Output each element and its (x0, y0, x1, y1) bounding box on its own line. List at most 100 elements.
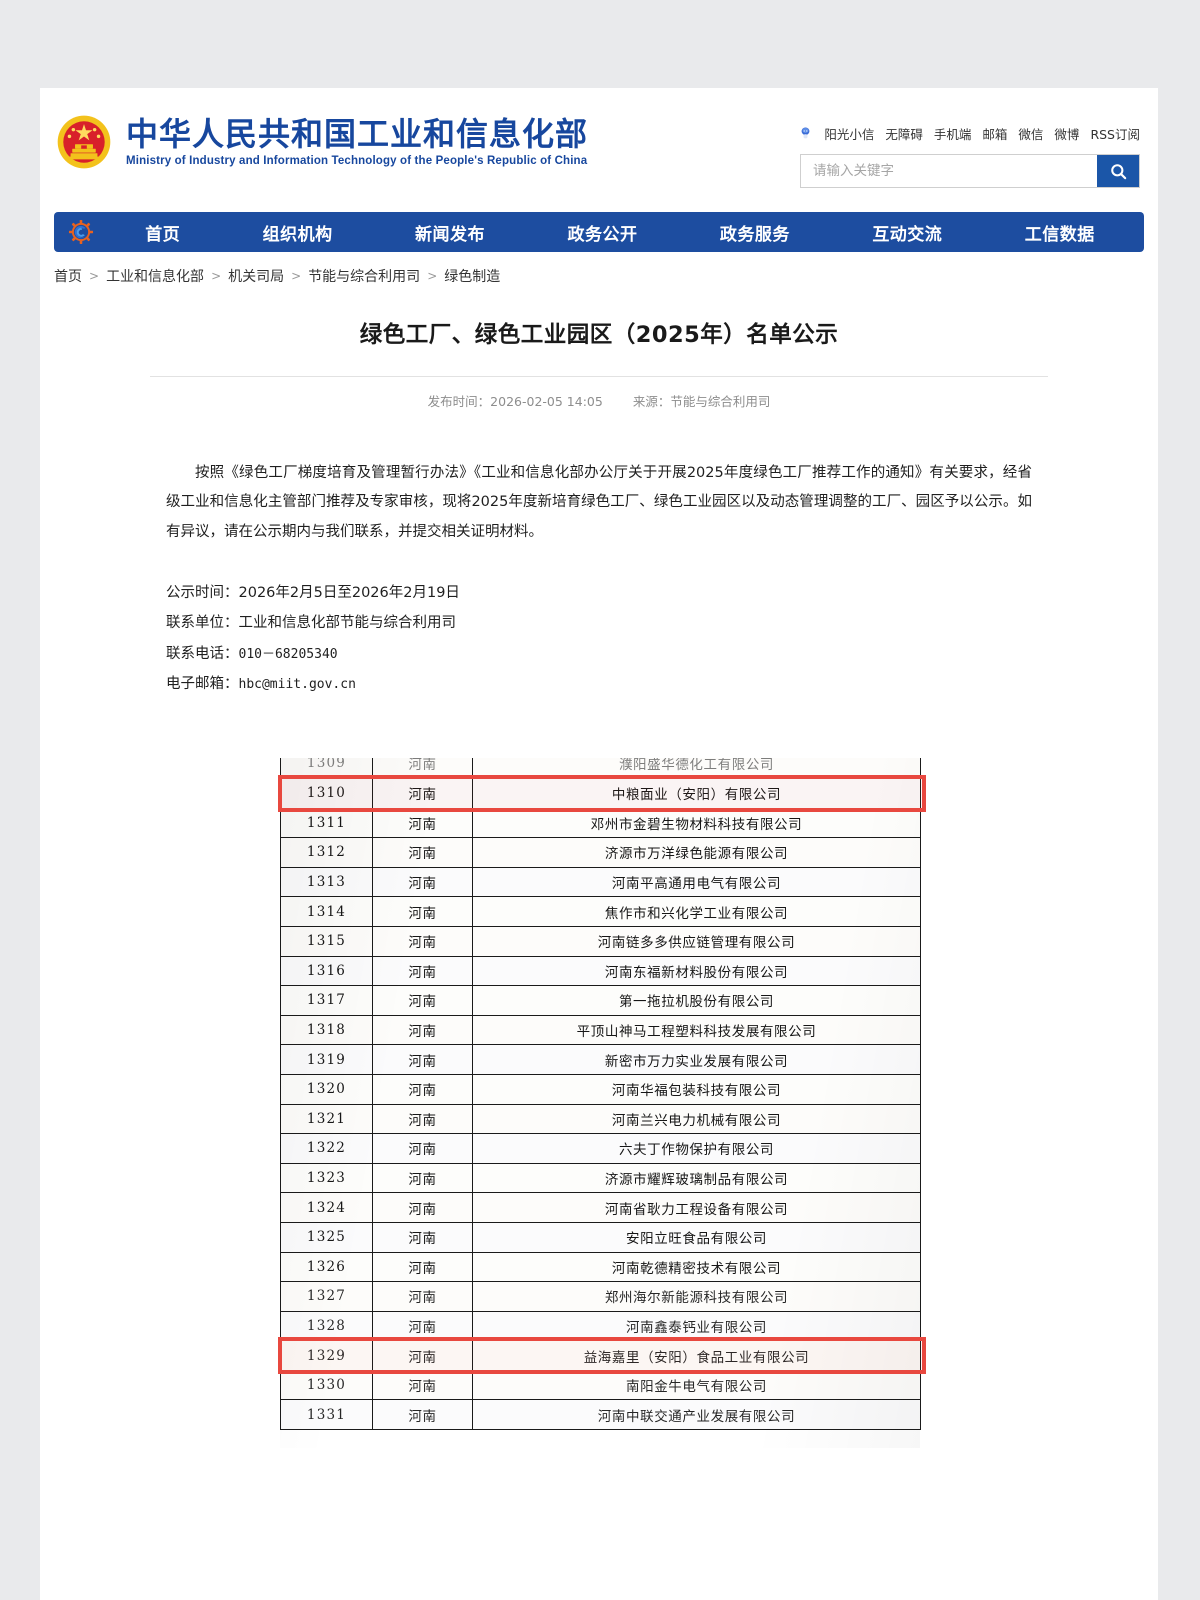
row-company-name: 河南鑫泰钙业有限公司 (472, 1310, 921, 1342)
row-company-name: 河南兰兴电力机械有限公司 (472, 1103, 921, 1135)
nav-item-home[interactable]: 首页 (145, 224, 181, 245)
row-province: 河南 (372, 955, 473, 987)
nav-item-data[interactable]: 工信数据 (1024, 224, 1095, 245)
row-province: 河南 (372, 758, 473, 779)
nav-item-news[interactable]: 新闻发布 (415, 224, 486, 245)
contact-unit-line: 联系单位：工业和信息化部节能与综合利用司 (166, 615, 456, 632)
breadcrumb-item-home[interactable]: 首页 (54, 269, 82, 285)
row-province: 河南 (372, 1340, 473, 1371)
row-province: 河南 (372, 1369, 473, 1401)
publish-time: 发布时间：2026-02-05 14:05 (427, 393, 603, 409)
green-factory-list-table: 1309 河南 濮阳盛华德化工有限公司 1310 河南 中粮面业（安阳）有限公司 1311 河… (280, 758, 921, 1431)
row-company-name: 郑州海尔新能源科技有限公司 (472, 1281, 921, 1312)
row-company-name: 焦作市和兴化学工业有限公司 (472, 896, 921, 927)
row-id: 1320 (280, 1073, 373, 1105)
breadcrumb-separator: > (211, 269, 222, 283)
site-header: 中华人民共和国工业和信息化部 Ministry of Industry and … (40, 88, 1158, 206)
row-province: 河南 (372, 896, 473, 927)
toplink-wechat[interactable]: 微信 (1018, 127, 1044, 142)
article-source: 来源：节能与综合利用司 (632, 393, 771, 409)
table-row: 1318 河南 平顶山神马工程塑料科技发展有限公司 (280, 1014, 921, 1046)
row-company-name: 济源市万洋绿色能源有限公司 (472, 837, 921, 868)
table-row: 1331 河南 河南中联交通产业发展有限公司 (280, 1399, 921, 1431)
row-province: 河南 (372, 1044, 473, 1075)
table-row: 1328 河南 河南鑫泰钙业有限公司 (280, 1310, 921, 1342)
table-row: 1324 河南 河南省耿力工程设备有限公司 (280, 1192, 921, 1223)
nav-item-services[interactable]: 政务服务 (719, 224, 790, 245)
table-row: 1316 河南 河南东福新材料股份有限公司 (280, 955, 921, 987)
table-row: 1326 河南 河南乾德精密技术有限公司 (280, 1251, 921, 1283)
row-company-name: 河南省耿力工程设备有限公司 (472, 1192, 921, 1223)
breadcrumb-item-dept[interactable]: 节能与综合利用司 (308, 269, 421, 285)
row-province: 河南 (372, 807, 473, 839)
site-brand[interactable]: 中华人民共和国工业和信息化部 Ministry of Industry and … (56, 114, 588, 170)
row-company-name: 益海嘉里（安阳）食品工业有限公司 (472, 1340, 921, 1371)
row-province: 河南 (372, 925, 473, 957)
table-row: 1320 河南 河南华福包装科技有限公司 (280, 1073, 921, 1105)
toplink-email[interactable]: 邮箱 (982, 127, 1008, 142)
table-row: 1309 河南 濮阳盛华德化工有限公司 (280, 758, 921, 779)
row-province: 河南 (372, 1073, 473, 1105)
table-row: 1325 河南 安阳立旺食品有限公司 (280, 1221, 921, 1253)
toplink-rss[interactable]: RSS订阅 (1090, 127, 1140, 142)
row-company-name: 六夫丁作物保护有限公司 (472, 1133, 921, 1164)
row-company-name: 第一拖拉机股份有限公司 (472, 985, 921, 1016)
miit-gear-logo-icon (68, 219, 94, 245)
breadcrumb-separator: > (427, 269, 438, 283)
table-row: 1322 河南 六夫丁作物保护有限公司 (280, 1133, 921, 1164)
toplink-sunshine[interactable]: 阳光小信 (824, 127, 875, 142)
row-province: 河南 (372, 985, 473, 1016)
toplink-weibo[interactable]: 微博 (1054, 127, 1080, 142)
breadcrumb-item-current[interactable]: 绿色制造 (444, 269, 501, 285)
article-meta: 发布时间：2026-02-05 14:05 来源：节能与综合利用司 (428, 391, 771, 410)
breadcrumb-separator: > (291, 269, 302, 283)
row-id: 1309 (280, 758, 373, 779)
search-button[interactable] (1097, 155, 1139, 187)
article: 绿色工厂、绿色工业园区（2025年）名单公示 发布时间：2026-02-05 1… (54, 286, 1144, 699)
row-province: 河南 (372, 866, 473, 898)
row-id: 1327 (280, 1281, 373, 1312)
toplink-mobile[interactable]: 手机端 (933, 127, 972, 142)
row-id: 1329 (280, 1340, 373, 1371)
brand-title-cn: 中华人民共和国工业和信息化部 (126, 115, 589, 154)
table-row: 1330 河南 南阳金牛电气有限公司 (280, 1369, 921, 1401)
row-company-name: 濮阳盛华德化工有限公司 (472, 758, 921, 779)
breadcrumb-item-ministry[interactable]: 工业和信息化部 (106, 269, 205, 285)
row-province: 河南 (372, 1399, 473, 1431)
row-province: 河南 (372, 1103, 473, 1135)
table-row: 1329 河南 益海嘉里（安阳）食品工业有限公司 (280, 1340, 921, 1371)
article-paragraph: 按照《绿色工厂梯度培育及管理暂行办法》《工业和信息化部办公厅关于开展2025年度… (166, 464, 1032, 540)
row-id: 1326 (280, 1251, 373, 1283)
table-row: 1321 河南 河南兰兴电力机械有限公司 (280, 1103, 921, 1135)
page-title: 绿色工厂、绿色工业园区（2025年）名单公示 (359, 322, 839, 348)
row-province: 河南 (372, 1251, 473, 1283)
nav-item-affairs-open[interactable]: 政务公开 (567, 224, 638, 245)
table-row: 1317 河南 第一拖拉机股份有限公司 (280, 985, 921, 1016)
breadcrumb-item-bureaus[interactable]: 机关司局 (228, 269, 285, 285)
row-id: 1331 (280, 1399, 373, 1431)
nav-items: 首页 组织机构 新闻发布 政务公开 政务服务 互动交流 工信数据 (104, 220, 1144, 245)
article-body: 按照《绿色工厂梯度培育及管理暂行办法》《工业和信息化部办公厅关于开展2025年度… (166, 459, 1032, 548)
brand-text: 中华人民共和国工业和信息化部 Ministry of Industry and … (126, 115, 589, 167)
breadcrumb-separator: > (89, 269, 100, 283)
nav-item-interaction[interactable]: 互动交流 (872, 224, 943, 245)
row-company-name: 河南平高通用电气有限公司 (472, 866, 921, 898)
row-province: 河南 (372, 1192, 473, 1223)
row-id: 1318 (280, 1014, 373, 1046)
nav-item-organization[interactable]: 组织机构 (262, 224, 333, 245)
contact-block: 公示时间：2026年2月5日至2026年2月19日 联系单位：工业和信息化部节能… (166, 578, 1032, 700)
row-company-name: 中粮面业（安阳）有限公司 (472, 778, 921, 809)
row-id: 1316 (280, 955, 373, 987)
national-emblem-icon (57, 115, 111, 169)
breadcrumb: 首页 > 工业和信息化部 > 机关司局 > 节能与综合利用司 > 绿色制造 (54, 266, 1144, 286)
row-id: 1310 (280, 778, 373, 809)
toplink-accessibility[interactable]: 无障碍 (885, 127, 923, 142)
row-company-name: 平顶山神马工程塑料科技发展有限公司 (472, 1014, 921, 1046)
table-row: 1314 河南 焦作市和兴化学工业有限公司 (280, 896, 921, 927)
row-province: 河南 (372, 1133, 473, 1164)
search-input[interactable] (801, 155, 1097, 187)
notice-period-line: 公示时间：2026年2月5日至2026年2月19日 (166, 584, 460, 601)
row-company-name: 新密市万力实业发展有限公司 (472, 1044, 921, 1075)
row-id: 1314 (280, 896, 373, 927)
